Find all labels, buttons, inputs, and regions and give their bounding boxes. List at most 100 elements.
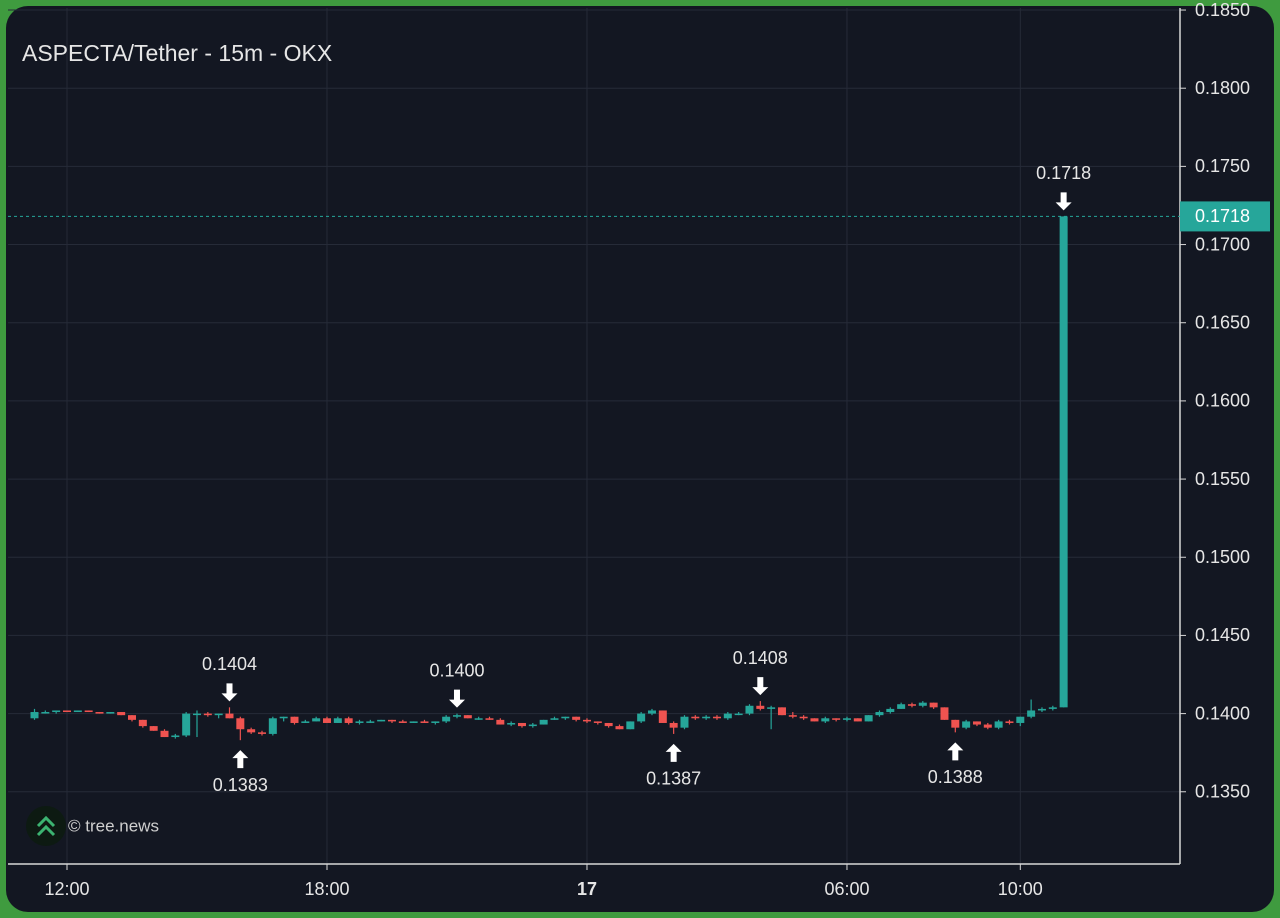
y-tick-label: 0.1800 [1195,78,1250,98]
candle-body [333,718,342,723]
high-arrow [752,677,769,696]
candle-body [203,713,212,716]
y-tick-label: 0.1500 [1195,547,1250,567]
candle-body [106,712,115,714]
candle-body [41,712,50,714]
candle-body [236,718,245,730]
candle-body [864,715,873,722]
low-label: 0.1388 [928,767,983,787]
candle-body [918,702,927,706]
candle-body [84,710,93,713]
y-tick-label: 0.1650 [1195,312,1250,332]
candle-body [626,721,635,730]
candle-body [442,716,451,722]
candle-body [550,718,559,720]
candle-body [983,724,992,728]
candle-body [691,716,700,719]
candle-body [962,721,971,728]
low-label: 0.1387 [646,769,701,789]
candle-body [680,716,689,728]
high-label: 0.1718 [1036,163,1091,183]
candle-body [528,724,537,727]
y-tick-label: 0.1700 [1195,234,1250,254]
watermark: © tree.news [68,816,159,835]
y-tick-label: 0.1550 [1195,469,1250,489]
high-arrow [221,683,238,702]
y-tick-label: 0.1450 [1195,625,1250,645]
candle-body [247,729,256,733]
candle-body [539,719,548,725]
x-tick-label: 12:00 [44,879,89,899]
candle-body [810,718,819,722]
low-label: 0.1383 [213,775,268,795]
candle-body [73,710,82,713]
candle-body [463,715,472,719]
candle-body [723,713,732,719]
candle-body [1005,721,1014,723]
candle-body [1037,708,1046,711]
candle-body [149,726,158,731]
candle-body [485,718,494,720]
candle-body [366,721,375,723]
candle-body [117,712,126,716]
candle-body [387,719,396,722]
candle-body [897,704,906,709]
candle-body [52,710,61,713]
candle-body [95,712,104,714]
candle-body [431,721,440,723]
candle-body [312,718,321,722]
y-tick-label: 0.1400 [1195,703,1250,723]
candle-body [1027,710,1036,717]
candle-body [745,705,754,714]
panel [6,6,1274,912]
candle-body [940,707,949,720]
candle-body [875,712,884,716]
candle-body [257,732,266,734]
candle-body [799,716,808,719]
x-tick-label: 17 [577,879,597,899]
candle-body [420,721,429,723]
candle-body [907,704,916,706]
last-price-badge [1180,201,1270,232]
candle-body [637,713,646,722]
candle-body [647,710,656,714]
candle-body [658,710,667,723]
last-price-label: 0.1718 [1195,206,1250,226]
candle-body [767,707,776,709]
candle-body [409,721,418,723]
x-tick-label: 18:00 [304,879,349,899]
candle-body [712,716,721,719]
candle-body [561,716,570,719]
candle-body [756,705,765,709]
candle-body [290,716,299,723]
low-arrow [665,743,682,762]
logo-chevrons [36,815,56,837]
candle-body [994,721,1003,728]
candle-body [322,718,331,723]
candle-body [842,718,851,720]
candle-body [127,715,136,720]
candle-body [268,718,277,734]
candle-body [474,718,483,720]
candle-body [615,726,624,730]
candle-body [301,721,310,723]
high-label: 0.1400 [429,660,484,680]
candle-body [214,713,223,716]
candle-body [572,716,581,720]
candle-body [604,722,613,727]
candle-body [192,713,201,716]
y-tick-label: 0.1600 [1195,391,1250,411]
candle-body [821,718,830,722]
candle-body [832,718,841,720]
high-arrow [1055,192,1072,211]
candle-body [62,710,71,713]
candle-body [734,713,743,716]
y-tick-label: 0.1850 [1195,0,1250,20]
y-tick-label: 0.1350 [1195,782,1250,802]
y-tick-label: 0.1750 [1195,156,1250,176]
candle-body [1059,216,1068,708]
candle-body [593,721,602,723]
candle-body [398,721,407,723]
candle-body [517,722,526,727]
